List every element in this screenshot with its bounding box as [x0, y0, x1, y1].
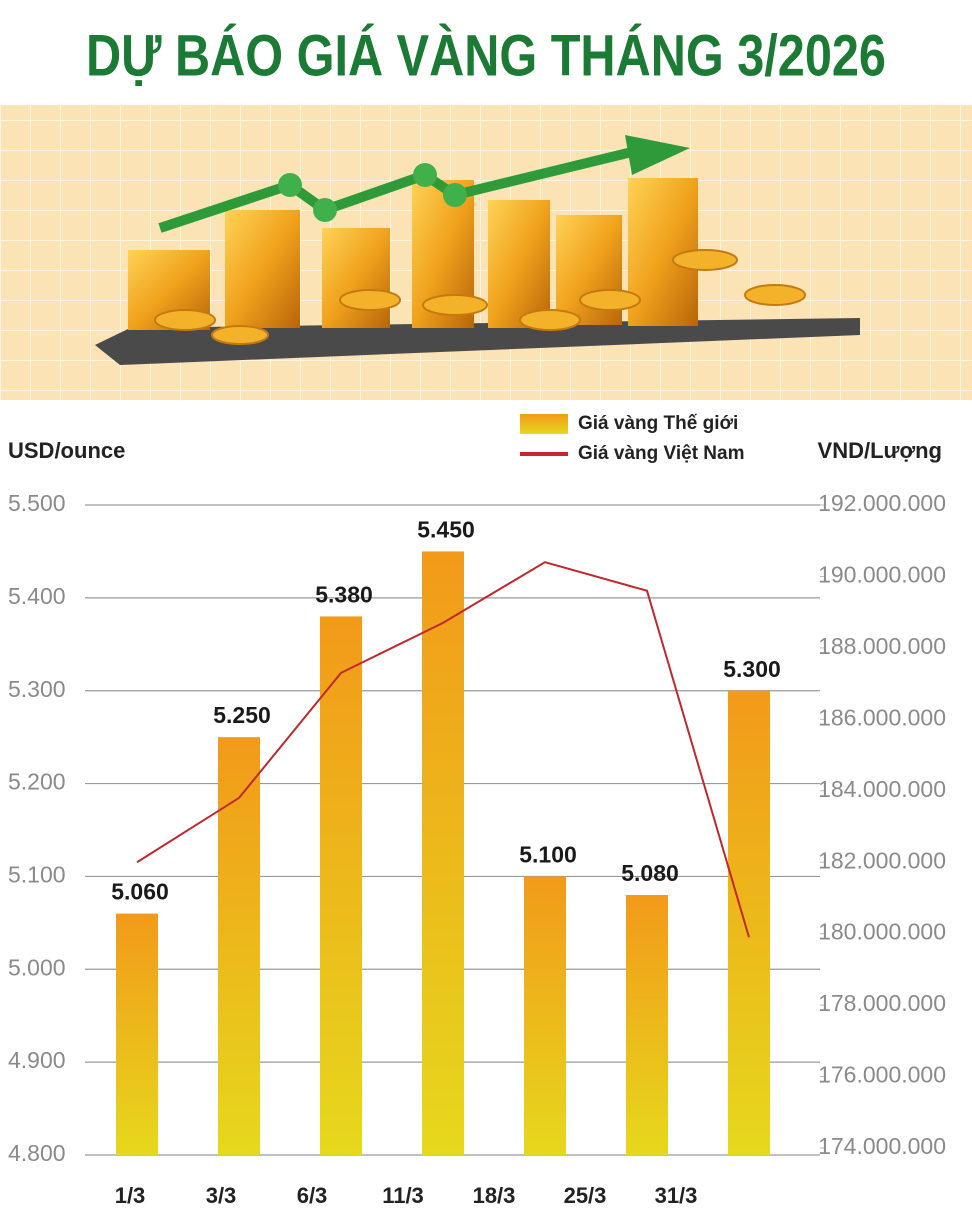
x-tick-label: 31/3	[655, 1183, 698, 1208]
bar	[524, 876, 566, 1155]
x-tick-label: 18/3	[473, 1183, 516, 1208]
legend-swatch	[520, 414, 568, 434]
y2-tick-label: 192.000.000	[818, 490, 946, 516]
bar	[116, 913, 158, 1155]
y2-tick-label: 180.000.000	[818, 919, 946, 945]
y2-tick-label: 174.000.000	[818, 1133, 946, 1159]
y2-tick-label: 178.000.000	[818, 990, 946, 1016]
y-axis-title: USD/ounce	[8, 438, 125, 463]
y2-tick-label: 182.000.000	[818, 847, 946, 873]
data-label: 5.380	[315, 582, 373, 608]
y-tick-label: 5.200	[8, 769, 66, 795]
data-label: 5.060	[111, 879, 169, 905]
x-tick-label: 11/3	[382, 1183, 424, 1208]
data-label: 5.080	[621, 860, 679, 886]
data-label: 5.100	[519, 842, 577, 868]
x-tick-label: 1/3	[115, 1183, 146, 1208]
y-tick-label: 5.000	[8, 954, 66, 980]
y2-tick-label: 176.000.000	[818, 1062, 946, 1088]
x-tick-label: 25/3	[564, 1183, 607, 1208]
bar	[320, 616, 362, 1155]
y2-tick-label: 188.000.000	[818, 633, 946, 659]
legend-label: Giá vàng Việt Nam	[578, 443, 745, 464]
y-tick-label: 5.100	[8, 862, 66, 888]
y-tick-label: 5.400	[8, 583, 66, 609]
illustration	[0, 105, 972, 400]
legend-label: Giá vàng Thế giới	[578, 413, 738, 434]
x-tick-label: 6/3	[297, 1183, 328, 1208]
data-label: 5.250	[213, 702, 271, 728]
bar	[728, 690, 770, 1155]
data-label: 5.450	[417, 517, 475, 543]
y-tick-label: 4.900	[8, 1047, 66, 1073]
bar	[626, 895, 668, 1155]
x-tick-label: 3/3	[206, 1183, 237, 1208]
y2-tick-label: 186.000.000	[818, 704, 946, 730]
bar	[422, 551, 464, 1155]
y2-tick-label: 190.000.000	[818, 562, 946, 588]
y-tick-label: 5.500	[8, 490, 66, 516]
data-label: 5.300	[723, 656, 781, 682]
y2-tick-label: 184.000.000	[818, 776, 946, 802]
y2-axis-title: VND/Lượng	[818, 438, 942, 463]
chart-title: DỰ BÁO GIÁ VÀNG THÁNG 3/2026	[86, 23, 886, 88]
line	[136, 561, 750, 938]
bar	[218, 737, 260, 1155]
y-tick-label: 4.800	[8, 1140, 66, 1166]
y-tick-label: 5.300	[8, 676, 66, 702]
